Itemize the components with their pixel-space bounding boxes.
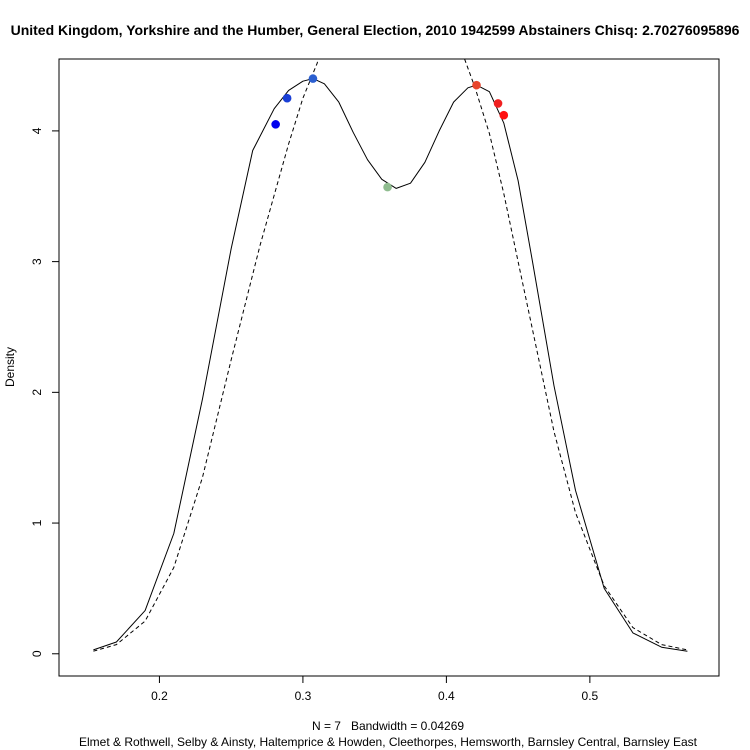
dashed-curve-1 bbox=[93, 59, 319, 652]
chart-title: United Kingdom, Yorkshire and the Humber… bbox=[11, 22, 740, 38]
data-point-6 bbox=[499, 110, 509, 120]
data-point-2 bbox=[308, 74, 318, 83]
x-tick-label: 0.2 bbox=[151, 689, 168, 703]
y-axis-label: Density bbox=[3, 347, 17, 387]
x-tick-label: 0.4 bbox=[438, 689, 455, 703]
x-axis: 0.2 0.3 0.4 0.5 bbox=[151, 675, 599, 703]
y-tick-label: 1 bbox=[30, 519, 44, 526]
y-tick-label: 0 bbox=[30, 650, 44, 657]
x-tick-label: 0.5 bbox=[582, 689, 599, 703]
chart-subtitle: Elmet & Rothwell, Selby & Ainsty, Haltem… bbox=[79, 735, 698, 749]
density-curve-0 bbox=[93, 78, 688, 652]
y-tick-label: 4 bbox=[30, 127, 44, 134]
x-axis-label: N = 7 Bandwidth = 0.04269 bbox=[312, 719, 464, 733]
data-point-3 bbox=[383, 182, 392, 192]
y-axis: 0 1 2 3 4 bbox=[30, 127, 60, 657]
y-tick-label: 2 bbox=[30, 389, 44, 396]
x-tick-label: 0.3 bbox=[295, 689, 312, 703]
data-point-0 bbox=[271, 120, 280, 129]
y-tick-label: 3 bbox=[30, 258, 44, 265]
data-point-1 bbox=[282, 93, 292, 103]
data-point-5 bbox=[493, 99, 503, 108]
data-point-4 bbox=[472, 80, 481, 90]
plot-frame bbox=[58, 58, 720, 677]
plot-area bbox=[93, 59, 688, 652]
dashed-curve-2 bbox=[464, 59, 688, 651]
